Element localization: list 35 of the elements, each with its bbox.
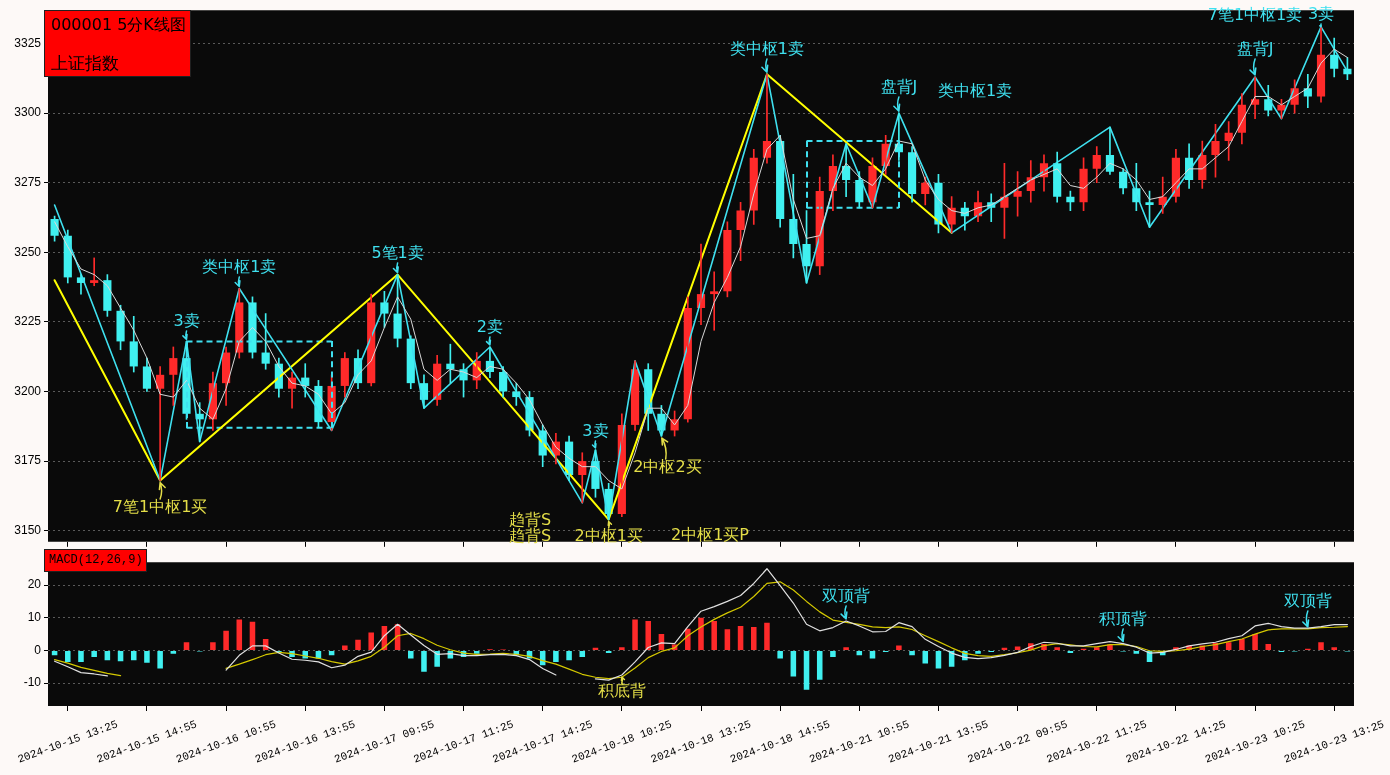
annotation: 趋背S (508, 526, 552, 546)
annotation: 类中枢1卖 (202, 257, 277, 277)
y-tick-label: -10 (23, 675, 42, 690)
annotation: 3卖 (1307, 4, 1335, 24)
annotation: 5笔1卖 (371, 243, 424, 263)
y-tick-label: 20 (27, 577, 42, 592)
annotation: 7笔1中枢1卖 (1207, 5, 1303, 25)
annotation: 2中枢1买 (574, 526, 643, 546)
annotation: 2中枢2买 (633, 457, 702, 477)
annotation: 积底背 (597, 681, 646, 701)
annotation: 双顶背 (1283, 591, 1332, 611)
annotation: 2卖 (476, 317, 504, 337)
annotation: 双顶背 (822, 586, 871, 606)
y-tick-label: 10 (27, 610, 42, 625)
y-tick-label: 3300 (14, 105, 42, 120)
chart-title: MACD(12,26,9) (45, 550, 146, 571)
y-tick-label: 3225 (14, 314, 42, 329)
annotation: 类中枢1卖 (729, 39, 805, 59)
annotation: 类中枢1卖 (937, 81, 1013, 101)
y-tick-label: 3325 (14, 35, 42, 50)
y-tick-label: 0 (34, 642, 42, 657)
chart-title: 000001 5分K线图 (50, 14, 187, 35)
y-tick-label: 3275 (14, 175, 42, 190)
annotation: 7笔1中枢1买 (112, 497, 208, 517)
annotation: 3卖 (582, 421, 609, 441)
y-tick-label: 3200 (14, 383, 42, 398)
annotation: 积顶背 (1099, 609, 1148, 629)
annotation: 盘背J (1236, 39, 1274, 59)
y-tick-label: 3250 (14, 244, 42, 259)
annotation: 3卖 (173, 311, 200, 331)
y-tick-label: 3150 (14, 522, 42, 537)
annotation: 2中枢1买P (670, 525, 750, 545)
text: 上证指数 (50, 52, 120, 73)
annotation: 盘背J (880, 77, 918, 97)
y-tick-label: 3175 (14, 453, 42, 468)
